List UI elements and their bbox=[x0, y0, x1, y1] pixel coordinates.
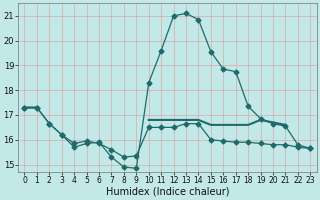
X-axis label: Humidex (Indice chaleur): Humidex (Indice chaleur) bbox=[106, 187, 229, 197]
